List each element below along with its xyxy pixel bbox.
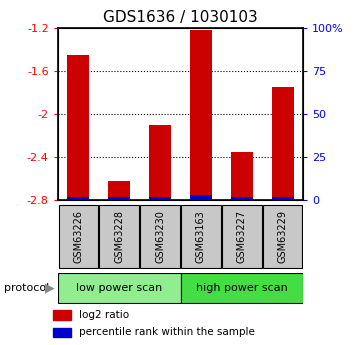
Text: GSM63230: GSM63230 <box>155 210 165 263</box>
Bar <box>53 310 71 319</box>
Bar <box>231 151 253 200</box>
Bar <box>271 197 294 200</box>
Text: low power scan: low power scan <box>76 283 162 293</box>
Bar <box>67 197 90 200</box>
FancyBboxPatch shape <box>181 205 221 268</box>
Text: ▶: ▶ <box>44 282 54 295</box>
Text: percentile rank within the sample: percentile rank within the sample <box>79 327 255 337</box>
FancyBboxPatch shape <box>263 205 303 268</box>
Bar <box>149 125 171 200</box>
Bar <box>231 197 253 200</box>
FancyBboxPatch shape <box>180 273 303 303</box>
Bar <box>108 181 130 200</box>
Bar <box>67 55 90 200</box>
Bar <box>53 327 71 337</box>
Text: GSM63227: GSM63227 <box>237 210 247 263</box>
FancyBboxPatch shape <box>140 205 180 268</box>
Text: GSM63229: GSM63229 <box>278 210 288 263</box>
Bar <box>108 197 130 200</box>
FancyBboxPatch shape <box>100 205 139 268</box>
Text: GSM63228: GSM63228 <box>114 210 124 263</box>
Text: log2 ratio: log2 ratio <box>79 310 129 320</box>
Text: high power scan: high power scan <box>196 283 288 293</box>
Text: GSM63163: GSM63163 <box>196 210 206 263</box>
Bar <box>271 87 294 200</box>
FancyBboxPatch shape <box>222 205 261 268</box>
Bar <box>149 197 171 200</box>
Bar <box>190 195 212 200</box>
FancyBboxPatch shape <box>58 273 180 303</box>
Bar <box>190 30 212 200</box>
Text: GSM63226: GSM63226 <box>73 210 83 263</box>
Text: protocol: protocol <box>4 283 49 293</box>
FancyBboxPatch shape <box>58 205 98 268</box>
Title: GDS1636 / 1030103: GDS1636 / 1030103 <box>103 10 258 25</box>
